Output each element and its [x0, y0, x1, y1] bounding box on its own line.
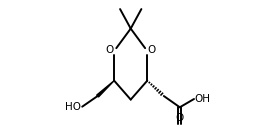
Text: O: O: [148, 45, 156, 55]
Text: O: O: [106, 45, 114, 55]
Text: O: O: [176, 114, 184, 123]
Text: HO: HO: [65, 102, 81, 112]
Polygon shape: [97, 81, 114, 97]
Text: OH: OH: [195, 94, 211, 104]
